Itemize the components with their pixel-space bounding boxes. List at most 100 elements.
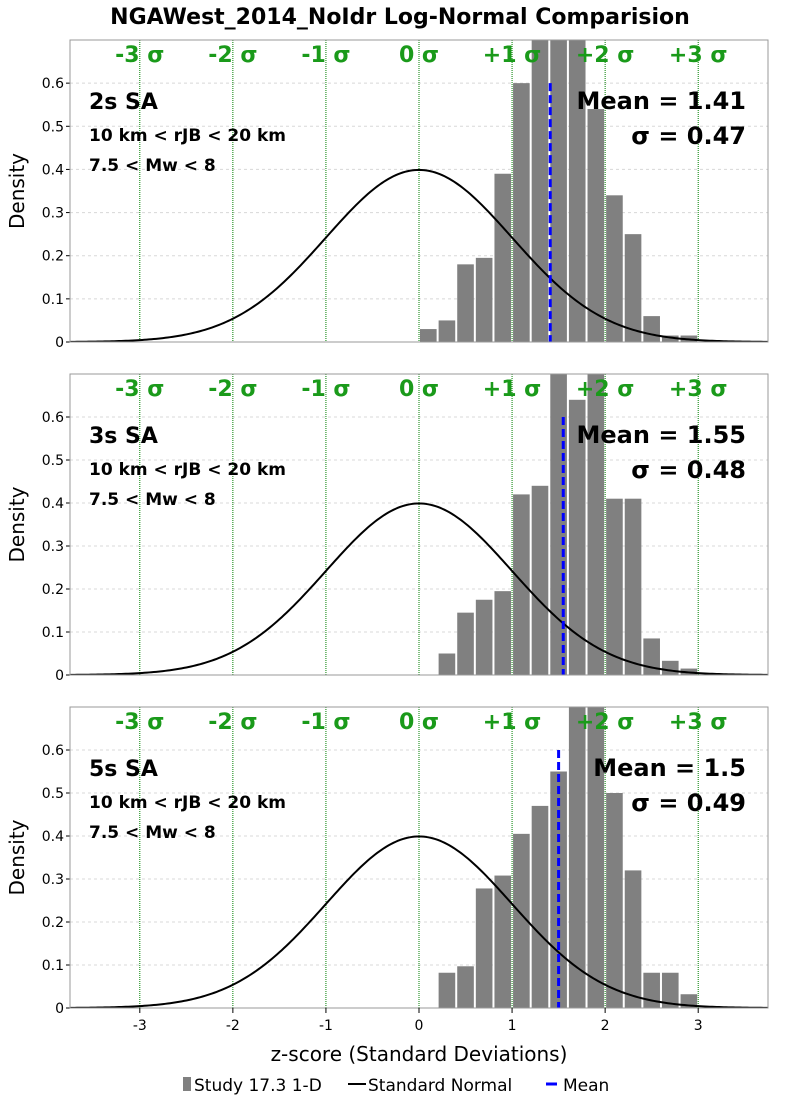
standard-normal-curve xyxy=(70,835,768,1008)
histogram-bar xyxy=(587,707,605,1008)
y-tick-label: 0 xyxy=(55,1001,64,1017)
legend-swatch-bars xyxy=(183,1077,191,1091)
y-axis-label: Density xyxy=(5,153,29,229)
y-tick-label: 0.2 xyxy=(42,582,64,598)
sigma-label: 0 σ xyxy=(399,710,439,735)
histogram-bar xyxy=(568,40,586,342)
y-tick-label: 0.6 xyxy=(42,76,64,92)
histogram-bar xyxy=(475,257,493,342)
panel-title: 2s SA xyxy=(89,90,158,115)
distance-range: 10 km < rJB < 20 km xyxy=(89,126,286,146)
plot-content xyxy=(70,374,768,675)
x-tick-label: 0 xyxy=(415,1018,424,1034)
y-tick-label: 0.4 xyxy=(42,162,64,178)
sigma-label: +2 σ xyxy=(576,43,635,68)
y-tick-label: 0.2 xyxy=(42,915,64,931)
histogram-bar xyxy=(513,494,530,675)
histogram-bar xyxy=(494,875,512,1008)
sigma-label: +1 σ xyxy=(483,710,542,735)
sigma-value: σ = 0.48 xyxy=(631,456,746,484)
sigma-label: -2 σ xyxy=(208,710,257,735)
panel-title: 5s SA xyxy=(89,757,158,782)
histogram-bar xyxy=(624,234,642,342)
y-tick-label: 0.3 xyxy=(42,539,64,555)
histogram-bar xyxy=(587,109,605,342)
plot-frame xyxy=(69,39,769,343)
histogram-bar xyxy=(438,972,456,1008)
y-tick-label: 0.3 xyxy=(42,206,64,222)
histogram-bar xyxy=(475,888,493,1008)
histogram-bar xyxy=(661,660,679,675)
chart-title: NGAWest_2014_NoIdr Log-Normal Comparisio… xyxy=(110,5,690,30)
mean-value: Mean = 1.5 xyxy=(593,754,746,782)
sigma-label: -3 σ xyxy=(115,43,164,68)
sigma-label: -1 σ xyxy=(301,377,350,402)
sigma-label: +3 σ xyxy=(669,43,728,68)
y-tick-label: 0.1 xyxy=(42,958,64,974)
magnitude-range: 7.5 < Mw < 8 xyxy=(89,490,216,510)
histogram-bar xyxy=(494,591,512,675)
sigma-value: σ = 0.47 xyxy=(631,122,746,150)
histogram-bar xyxy=(457,264,474,342)
panel-1: 0 0.1 0.2 0.3 0.4 0.5 0.6 -3 σ -2 σ -1 σ 0 σ +1 σ +2… xyxy=(5,39,769,351)
sigma-label: -2 σ xyxy=(208,43,257,68)
magnitude-range: 7.5 < Mw < 8 xyxy=(89,156,216,176)
panel-title: 3s SA xyxy=(89,424,158,449)
y-tick-label: 0.6 xyxy=(42,410,64,426)
sigma-label: -3 σ xyxy=(115,377,164,402)
sigma-label: -1 σ xyxy=(301,43,350,68)
legend-label-curve: Standard Normal xyxy=(368,1076,512,1096)
legend-label-mean: Mean xyxy=(563,1076,609,1096)
legend-label-bars: Study 17.3 1-D xyxy=(194,1076,322,1096)
mean-value: Mean = 1.41 xyxy=(577,87,746,115)
x-tick-label: 3 xyxy=(694,1018,703,1034)
histogram-bar xyxy=(624,870,642,1008)
sigma-label: +2 σ xyxy=(576,710,635,735)
histogram-bar xyxy=(606,498,623,675)
y-tick-label: 0.3 xyxy=(42,872,64,888)
plot-content xyxy=(70,40,768,342)
sigma-value: σ = 0.49 xyxy=(631,789,746,817)
x-axis-label: z-score (Standard Deviations) xyxy=(271,1042,568,1066)
histogram-bar xyxy=(494,173,512,342)
sigma-label: -2 σ xyxy=(208,377,257,402)
histogram-bar xyxy=(606,793,623,1008)
y-tick-label: 0.1 xyxy=(42,292,64,308)
histogram-bar xyxy=(531,485,549,675)
x-tick-label: 2 xyxy=(601,1018,610,1034)
plot-frame xyxy=(69,373,769,676)
panel-2: 0 0.1 0.2 0.3 0.4 0.5 0.6 -3 σ -2 σ -1 σ 0 σ +1 σ +2… xyxy=(5,373,769,684)
y-axis-label: Density xyxy=(5,819,29,895)
histogram-bar xyxy=(568,399,586,675)
histogram-bar xyxy=(438,653,456,675)
histogram-bar xyxy=(513,833,530,1008)
distance-range: 10 km < rJB < 20 km xyxy=(89,460,286,480)
x-tick-label: 1 xyxy=(508,1018,517,1034)
histogram-bar xyxy=(438,320,456,342)
sigma-label: -3 σ xyxy=(115,710,164,735)
y-tick-label: 0.1 xyxy=(42,625,64,641)
y-axis-label: Density xyxy=(5,486,29,562)
x-tick-label: -1 xyxy=(319,1018,333,1034)
y-tick-label: 0.4 xyxy=(42,829,64,845)
distance-range: 10 km < rJB < 20 km xyxy=(89,793,286,813)
sigma-label: +3 σ xyxy=(669,710,728,735)
chart-panels: 0 0.1 0.2 0.3 0.4 0.5 0.6 -3 σ -2 σ -1 σ 0 σ +1 σ +2… xyxy=(5,39,769,1034)
histogram-bar xyxy=(643,316,660,342)
y-tick-label: 0 xyxy=(55,668,64,684)
y-tick-label: 0 xyxy=(55,335,64,351)
histogram-bar xyxy=(420,329,437,342)
histogram-bar xyxy=(643,972,660,1008)
sigma-label: 0 σ xyxy=(399,43,439,68)
histogram-bar xyxy=(661,972,679,1008)
histogram-bar xyxy=(587,374,605,675)
histogram-bar xyxy=(661,335,679,342)
histogram-bar xyxy=(475,599,493,675)
sigma-label: 0 σ xyxy=(399,377,439,402)
histogram-bar xyxy=(531,805,549,1008)
histogram-bar xyxy=(531,40,549,342)
plot-content xyxy=(70,707,768,1008)
sigma-label: +2 σ xyxy=(576,377,635,402)
histogram-bar xyxy=(457,612,474,675)
